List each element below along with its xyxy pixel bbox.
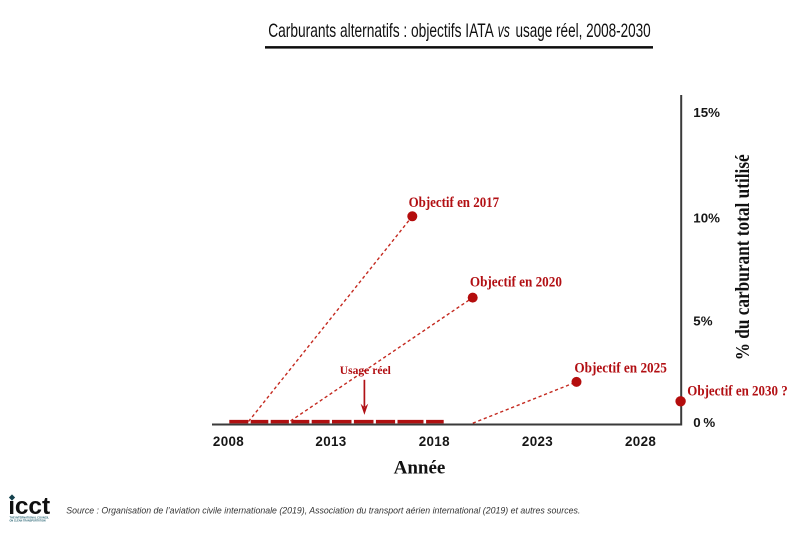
svg-text:15%: 15% <box>693 105 720 120</box>
svg-text:THE INTERNATIONAL COUNCIL: THE INTERNATIONAL COUNCIL <box>10 516 50 520</box>
svg-text:Objectif en 2020: Objectif en 2020 <box>470 275 562 291</box>
svg-text:Année: Année <box>394 458 446 479</box>
svg-text:5%: 5% <box>693 314 712 329</box>
svg-text:Objectif en 2017: Objectif en 2017 <box>409 195 500 211</box>
svg-text:ON CLEAN TRANSPORTATION: ON CLEAN TRANSPORTATION <box>10 518 46 522</box>
svg-text:2028: 2028 <box>625 434 656 449</box>
svg-text:2008: 2008 <box>213 434 244 449</box>
svg-text:Objectif en 2030 ?: Objectif en 2030 ? <box>687 383 787 399</box>
svg-text:0 %: 0 % <box>693 415 715 430</box>
svg-text:Carburants alternatifs : objec: Carburants alternatifs : objectifs IATA <box>268 20 494 42</box>
svg-text:Source : Organisation de l’avi: Source : Organisation de l’aviation civi… <box>66 505 580 516</box>
svg-text:10%: 10% <box>693 211 720 226</box>
svg-text:% du carburant total utilisé: % du carburant total utilisé <box>732 154 754 360</box>
svg-text:usage réel, 2008-2030: usage réel, 2008-2030 <box>516 20 651 42</box>
svg-text:2023: 2023 <box>522 434 553 449</box>
svg-text:Objectif en 2025: Objectif en 2025 <box>574 361 667 377</box>
svg-text:ıcct: ıcct <box>8 493 50 520</box>
svg-text:2018: 2018 <box>419 434 450 449</box>
svg-text:vs: vs <box>498 20 510 42</box>
svg-text:2013: 2013 <box>315 434 346 449</box>
svg-text:Usage réel: Usage réel <box>340 365 391 377</box>
